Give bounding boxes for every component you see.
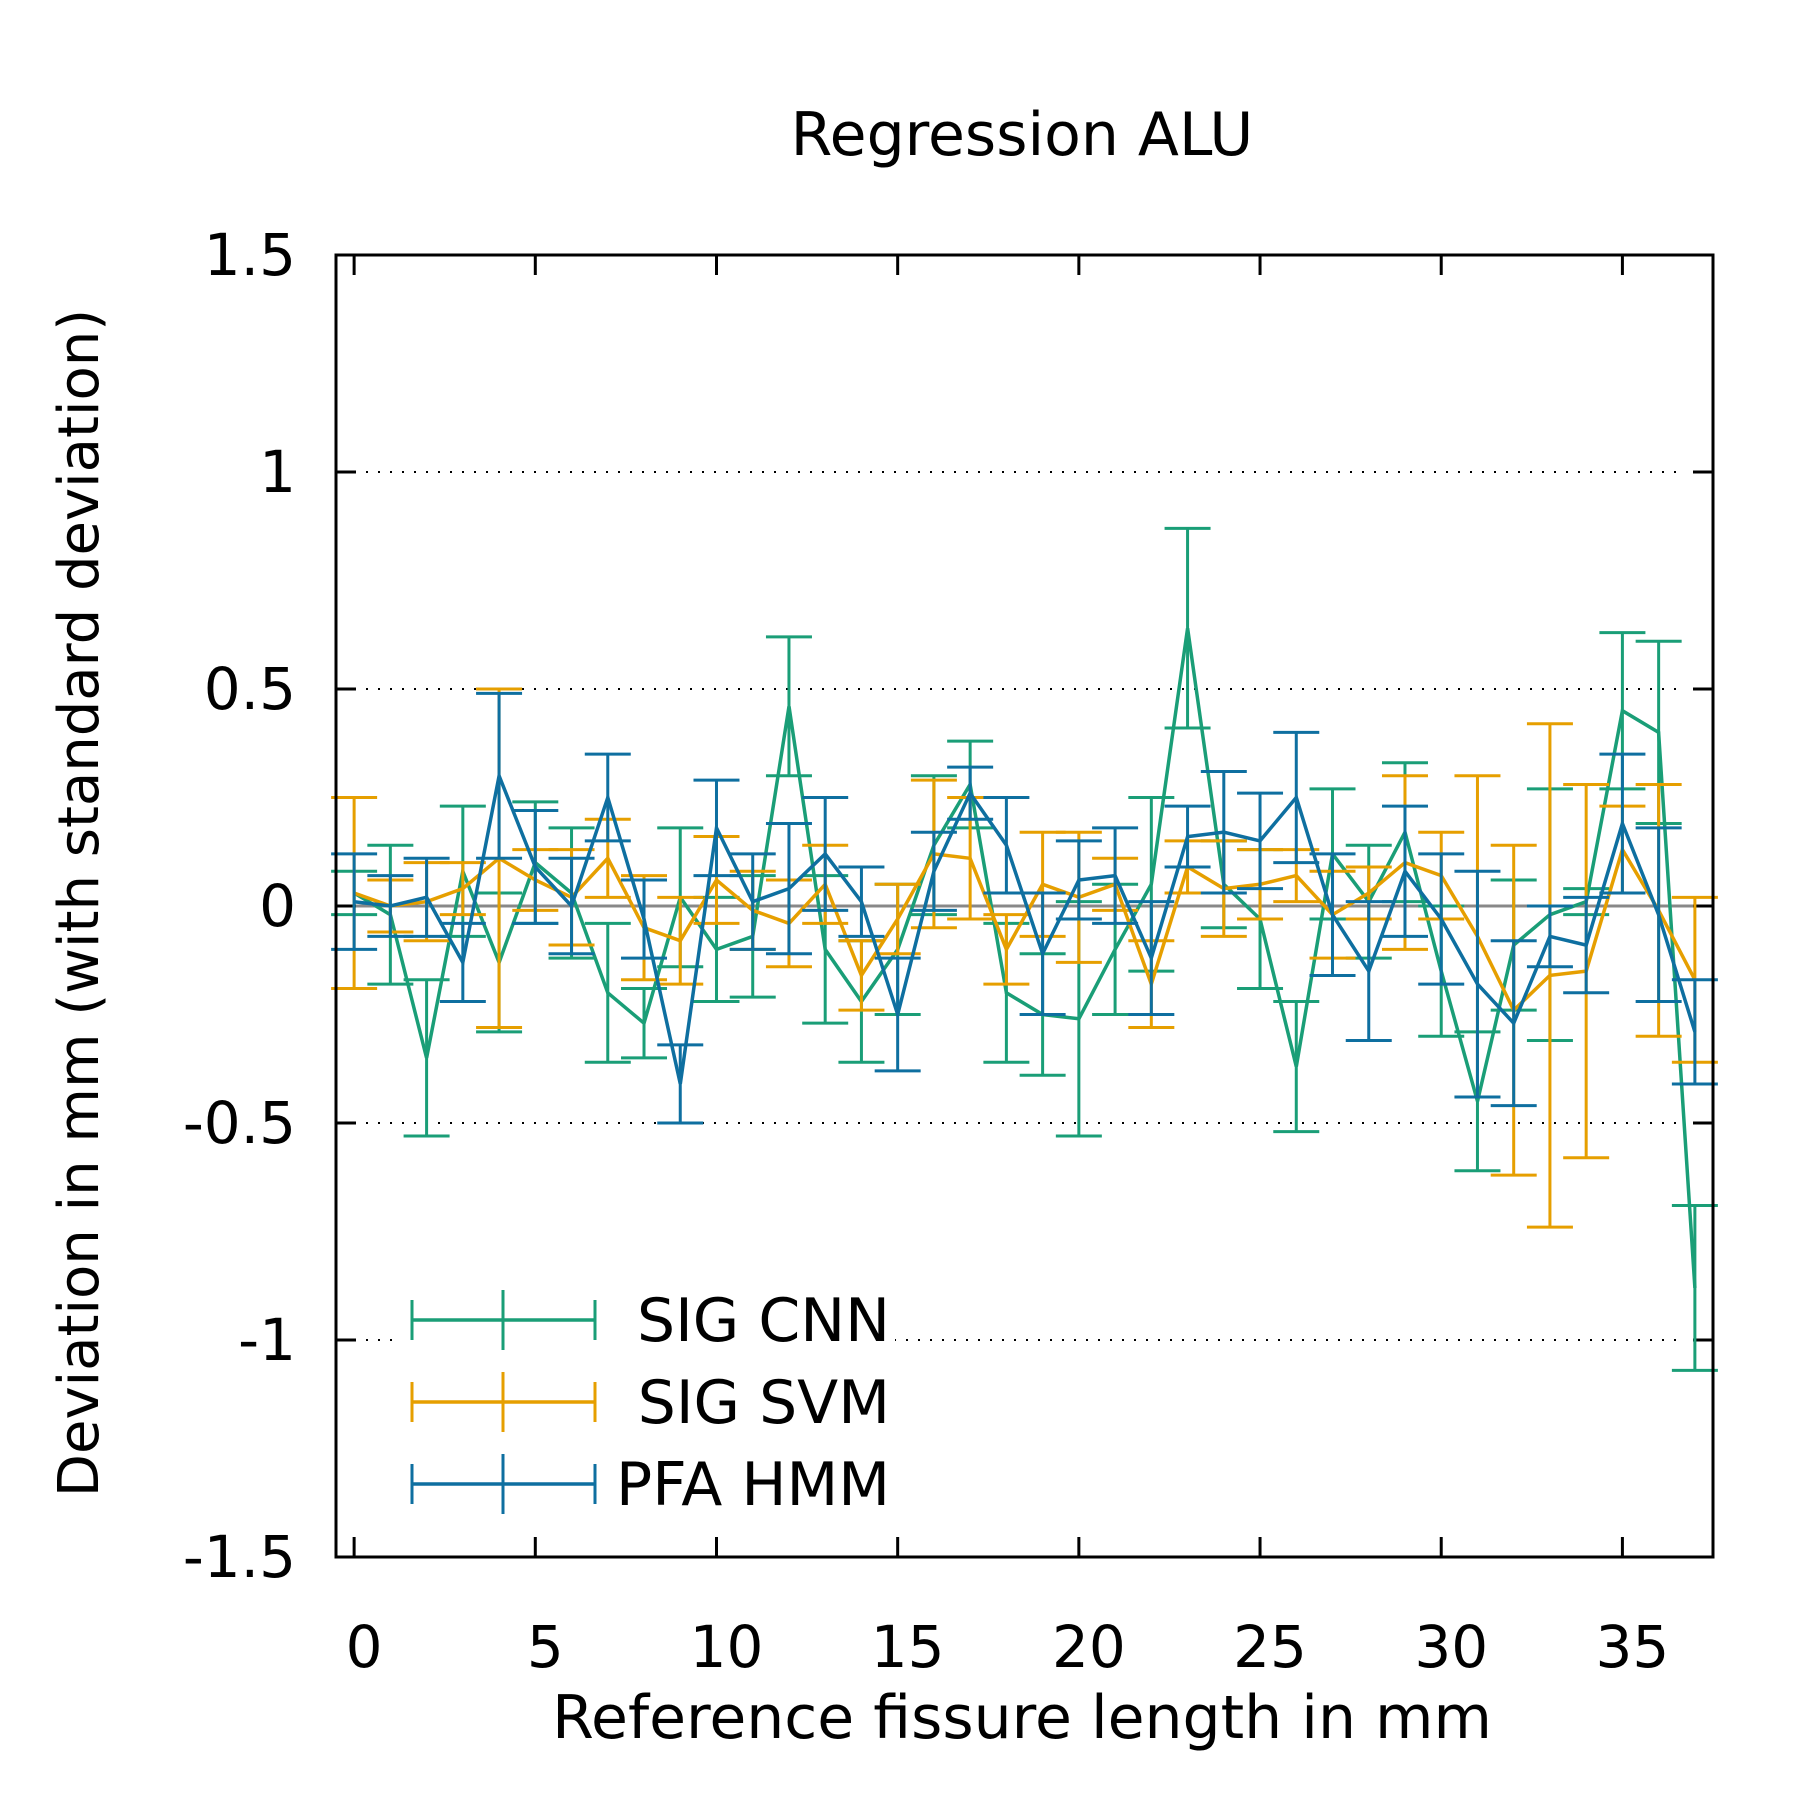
legend: SIG CNN SIG SVM PFA HMM bbox=[395, 1280, 895, 1524]
error-bar bbox=[1019, 891, 1066, 1016]
error-bar bbox=[838, 865, 885, 938]
x-tick-label: 25 bbox=[1233, 1613, 1307, 1681]
x-tick-label: 10 bbox=[690, 1613, 764, 1681]
error-bar bbox=[1454, 869, 1501, 1099]
x-tick-label: 20 bbox=[1052, 1613, 1126, 1681]
plot-frame bbox=[334, 253, 1715, 1559]
y-tick-label: 0 bbox=[259, 872, 296, 940]
y-tick-label: -1.5 bbox=[183, 1523, 296, 1591]
error-bar bbox=[1273, 730, 1320, 865]
error-bar bbox=[621, 878, 668, 960]
error-bar bbox=[403, 856, 450, 938]
error-bar bbox=[729, 852, 776, 951]
error-bar bbox=[1092, 826, 1139, 925]
error-bar bbox=[1671, 978, 1718, 1086]
error-bar bbox=[765, 635, 812, 778]
error-bar bbox=[584, 921, 631, 1064]
x-tick-label: 15 bbox=[871, 1613, 945, 1681]
error-bar bbox=[657, 1043, 704, 1125]
x-tick-label: 35 bbox=[1596, 1613, 1670, 1681]
error-bar bbox=[439, 921, 486, 1003]
series-line bbox=[353, 769, 1697, 1085]
error-bar bbox=[1309, 852, 1356, 977]
error-bar bbox=[1237, 791, 1284, 891]
x-tick-label: 30 bbox=[1414, 1613, 1488, 1681]
y-axis-label: Deviation in mm (with standard deviation… bbox=[47, 309, 112, 1497]
series-line bbox=[353, 627, 1697, 1289]
error-bar bbox=[802, 796, 849, 912]
error-bar bbox=[1671, 1203, 1718, 1372]
legend-label: PFA HMM bbox=[616, 1450, 890, 1520]
legend-item: SIG SVM bbox=[395, 1362, 895, 1442]
y-tick-label: 1 bbox=[259, 438, 296, 506]
y-tick-label: 1.5 bbox=[204, 221, 296, 289]
error-bar bbox=[1273, 999, 1320, 1134]
grid-lines bbox=[336, 471, 1713, 1341]
legend-label: SIG CNN bbox=[637, 1286, 890, 1356]
legend-item: PFA HMM bbox=[395, 1444, 895, 1524]
error-bar bbox=[1164, 526, 1211, 730]
error-bar bbox=[403, 978, 450, 1138]
x-tick-label: 0 bbox=[346, 1613, 383, 1681]
x-tick-label: 5 bbox=[527, 1613, 564, 1681]
series-layer bbox=[331, 526, 1718, 1372]
error-bar bbox=[584, 752, 631, 843]
error-bar bbox=[1526, 904, 1573, 969]
error-bar bbox=[1526, 722, 1573, 1229]
error-bar bbox=[910, 830, 957, 912]
error-bar bbox=[983, 913, 1030, 986]
error-bar bbox=[1490, 939, 1537, 1108]
y-tick-label: -1 bbox=[238, 1306, 296, 1374]
error-bar bbox=[1381, 804, 1428, 938]
error-bar bbox=[1563, 895, 1610, 995]
error-bar bbox=[765, 822, 812, 956]
error-bar bbox=[331, 852, 378, 951]
error-bar bbox=[512, 809, 559, 925]
error-bar bbox=[476, 691, 523, 860]
error-bar bbox=[1164, 804, 1211, 869]
x-axis-label: Reference fissure length in mm bbox=[552, 1683, 1492, 1753]
chart-title: Regression ALU bbox=[791, 100, 1254, 170]
error-bar bbox=[947, 765, 994, 821]
legend-label: SIG SVM bbox=[638, 1368, 890, 1438]
error-bar bbox=[1599, 752, 1646, 895]
legend-item: SIG CNN bbox=[395, 1280, 895, 1360]
series-pfa-hmm bbox=[331, 691, 1718, 1125]
error-bar bbox=[1635, 826, 1682, 1003]
error-bar bbox=[1200, 769, 1247, 895]
error-bar bbox=[874, 956, 921, 1073]
y-tick-label: -0.5 bbox=[183, 1089, 296, 1157]
error-bar bbox=[693, 778, 740, 878]
tick-labels: -1.5 -1 -0.5 0 0.5 1 1.5 0 5 10 15 20 25 30 35 bbox=[183, 221, 1669, 1681]
error-bar bbox=[1055, 839, 1102, 921]
y-tick-label: 0.5 bbox=[204, 655, 296, 723]
error-bar bbox=[1345, 900, 1392, 1043]
error-bar bbox=[1418, 852, 1465, 986]
error-bar bbox=[548, 856, 595, 956]
error-bar bbox=[439, 861, 486, 917]
error-bar bbox=[838, 939, 885, 1012]
error-bar bbox=[1128, 900, 1175, 1016]
